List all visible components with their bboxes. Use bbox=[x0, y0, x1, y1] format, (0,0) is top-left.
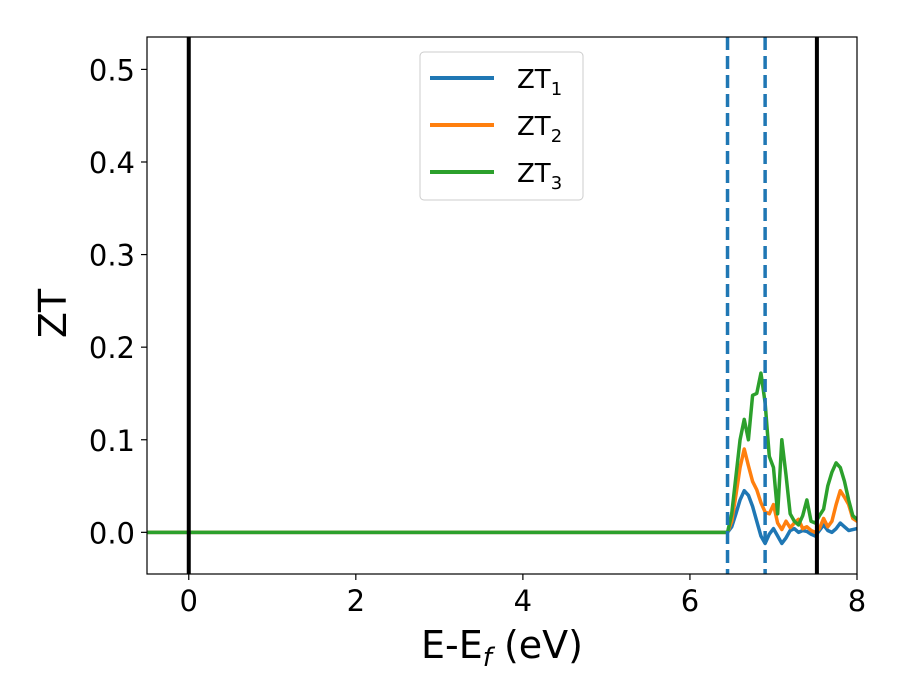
series-line-3 bbox=[147, 371, 857, 535]
legend-entry-3: ZT3 bbox=[517, 159, 562, 194]
x-tick-label: 0 bbox=[180, 584, 198, 618]
legend-box bbox=[419, 51, 584, 201]
y-tick-label: 0.4 bbox=[89, 146, 135, 180]
legend-entry-2: ZT2 bbox=[517, 112, 562, 147]
y-axis-ticks: 0.0 0.1 0.2 0.3 0.4 0.5 bbox=[89, 53, 147, 550]
x-tick-label: 8 bbox=[848, 584, 866, 618]
series-layer bbox=[147, 371, 857, 546]
x-tick-label: 2 bbox=[347, 584, 365, 618]
reference-lines bbox=[186, 37, 819, 574]
x-tick-label: 4 bbox=[514, 584, 532, 618]
y-tick-label: 0.2 bbox=[89, 331, 135, 365]
x-axis-ticks: 0 2 4 6 8 bbox=[180, 574, 866, 618]
y-tick-label: 0.3 bbox=[89, 239, 135, 273]
y-axis-label: ZT bbox=[31, 288, 75, 338]
y-tick-label: 0.1 bbox=[89, 424, 135, 458]
x-tick-label: 6 bbox=[681, 584, 699, 618]
x-axis-label-unit: (eV) bbox=[492, 623, 583, 667]
legend-entry-subscript: 1 bbox=[551, 79, 562, 100]
legend-entry-1: ZT1 bbox=[517, 65, 562, 100]
y-tick-label: 0.5 bbox=[89, 53, 135, 87]
series-line-1 bbox=[147, 488, 857, 546]
plot-frame bbox=[146, 36, 858, 575]
legend-entry-name: ZT bbox=[517, 112, 551, 142]
series-line-2 bbox=[147, 447, 857, 535]
legend-entry-name: ZT bbox=[517, 65, 551, 95]
legend-entry-subscript: 2 bbox=[551, 126, 562, 147]
x-axis-label-main: E-E bbox=[421, 623, 483, 667]
legend-entry-subscript: 3 bbox=[551, 173, 562, 194]
x-axis-label: E-Ef (eV) bbox=[421, 623, 583, 673]
y-tick-label: 0.0 bbox=[89, 516, 135, 550]
legend-entry-name: ZT bbox=[517, 159, 551, 189]
